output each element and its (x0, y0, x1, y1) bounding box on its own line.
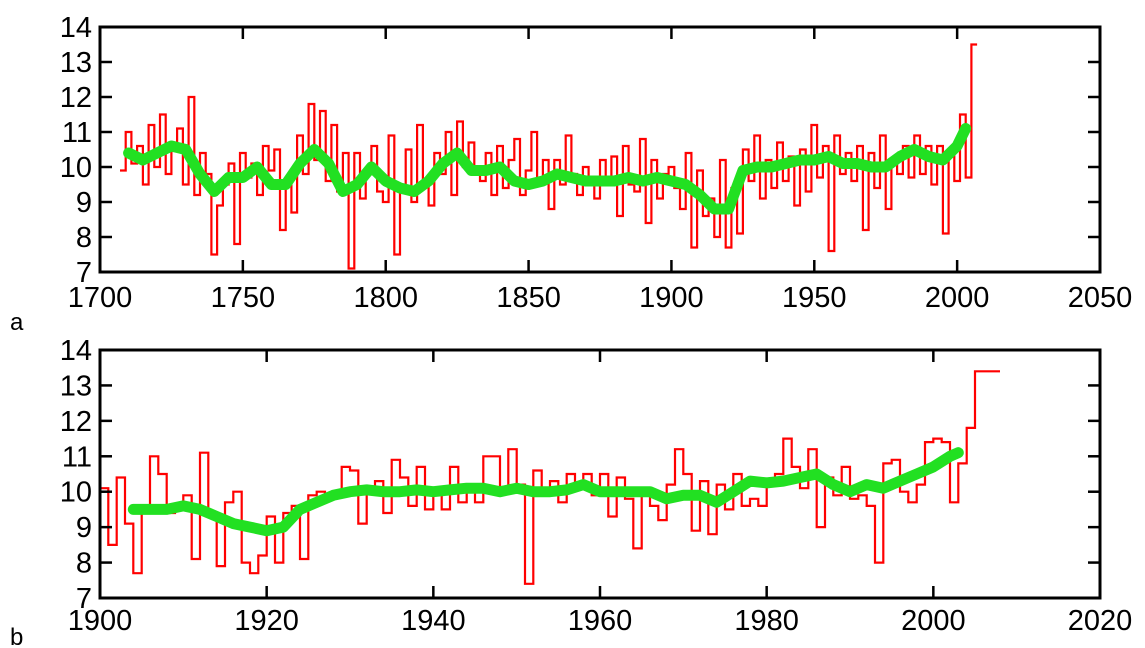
x-tick-label: 2020 (1068, 605, 1133, 637)
x-tick-label: 1800 (353, 282, 418, 314)
smoothed-temperature-series (127, 447, 964, 537)
y-tick-label: 10 (60, 477, 92, 509)
x-tick-label: 1960 (568, 605, 633, 637)
x-tick-label: 2050 (1068, 282, 1133, 314)
x-tick-label: 1900 (639, 282, 704, 314)
y-tick-label: 11 (62, 117, 92, 149)
y-tick-label: 12 (60, 82, 92, 114)
y-tick-label: 10 (60, 152, 92, 184)
panel-label: b (10, 624, 23, 648)
y-tick-label: 8 (76, 222, 92, 254)
y-tick-label: 14 (60, 335, 92, 367)
x-tick-label: 1920 (234, 605, 299, 637)
x-tick-label: 1940 (401, 605, 466, 637)
y-tick-label: 9 (76, 512, 92, 544)
x-tick-label: 1980 (734, 605, 799, 637)
y-tick-label: 13 (60, 47, 92, 79)
plot-frame (98, 25, 1102, 274)
panel-a: 1700 1750 1800 1850 1900 1950 2000 205078910111… (10, 12, 1132, 336)
x-tick-label: 1900 (68, 605, 133, 637)
raw-temperature-series (120, 43, 978, 270)
x-tick-label: 1750 (211, 282, 276, 314)
raw-temperature-series (100, 370, 1000, 585)
y-tick-label: 7 (76, 257, 92, 289)
y-tick-label: 8 (76, 548, 92, 580)
y-tick-label: 14 (60, 12, 92, 44)
y-tick-label: 11 (62, 441, 92, 473)
y-tick-label: 12 (60, 406, 92, 438)
smoothed-temperature-series (123, 123, 972, 215)
x-tick-label: 1850 (496, 282, 561, 314)
x-tick-label: 2000 (901, 605, 966, 637)
x-tick-label: 1700 (68, 282, 133, 314)
panel-label: a (10, 309, 24, 336)
y-tick-label: 9 (76, 187, 92, 219)
y-tick-label: 13 (60, 370, 92, 402)
x-tick-label: 1950 (782, 282, 847, 314)
y-tick-label: 7 (76, 583, 92, 615)
x-tick-label: 2000 (925, 282, 990, 314)
